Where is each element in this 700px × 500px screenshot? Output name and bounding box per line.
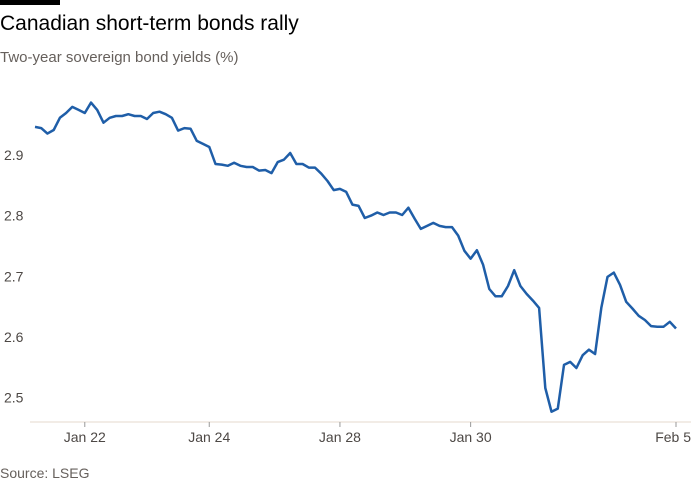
x-tick-label: Jan 30 (450, 429, 492, 445)
source: Source: LSEG (0, 465, 90, 481)
x-tick-label: Jan 22 (64, 429, 106, 445)
chart-subtitle: Two-year sovereign bond yields (%) (0, 49, 238, 66)
x-tick-label: Jan 24 (188, 429, 230, 445)
y-tick-label: 2.8 (4, 208, 24, 224)
y-tick-label: 2.9 (4, 147, 24, 163)
x-tick-label: Jan 28 (319, 429, 361, 445)
y-tick-label: 2.7 (4, 268, 24, 284)
line (34, 101, 677, 413)
y-tick-label: 2.6 (4, 329, 24, 345)
y-tick-label: 2.5 (4, 390, 24, 406)
x-tick-label: Feb 5 (655, 429, 691, 445)
chart-title: Canadian short-term bonds rally (0, 12, 299, 35)
title-bar (0, 0, 60, 5)
